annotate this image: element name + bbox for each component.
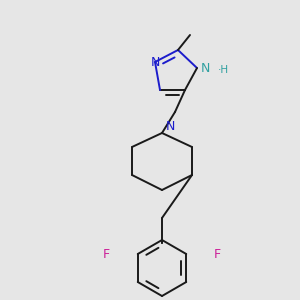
Text: N: N bbox=[150, 56, 160, 68]
Text: N: N bbox=[200, 61, 210, 74]
Text: ·H: ·H bbox=[218, 65, 229, 75]
Text: N: N bbox=[165, 121, 175, 134]
Text: F: F bbox=[103, 248, 110, 260]
Text: F: F bbox=[214, 248, 221, 260]
